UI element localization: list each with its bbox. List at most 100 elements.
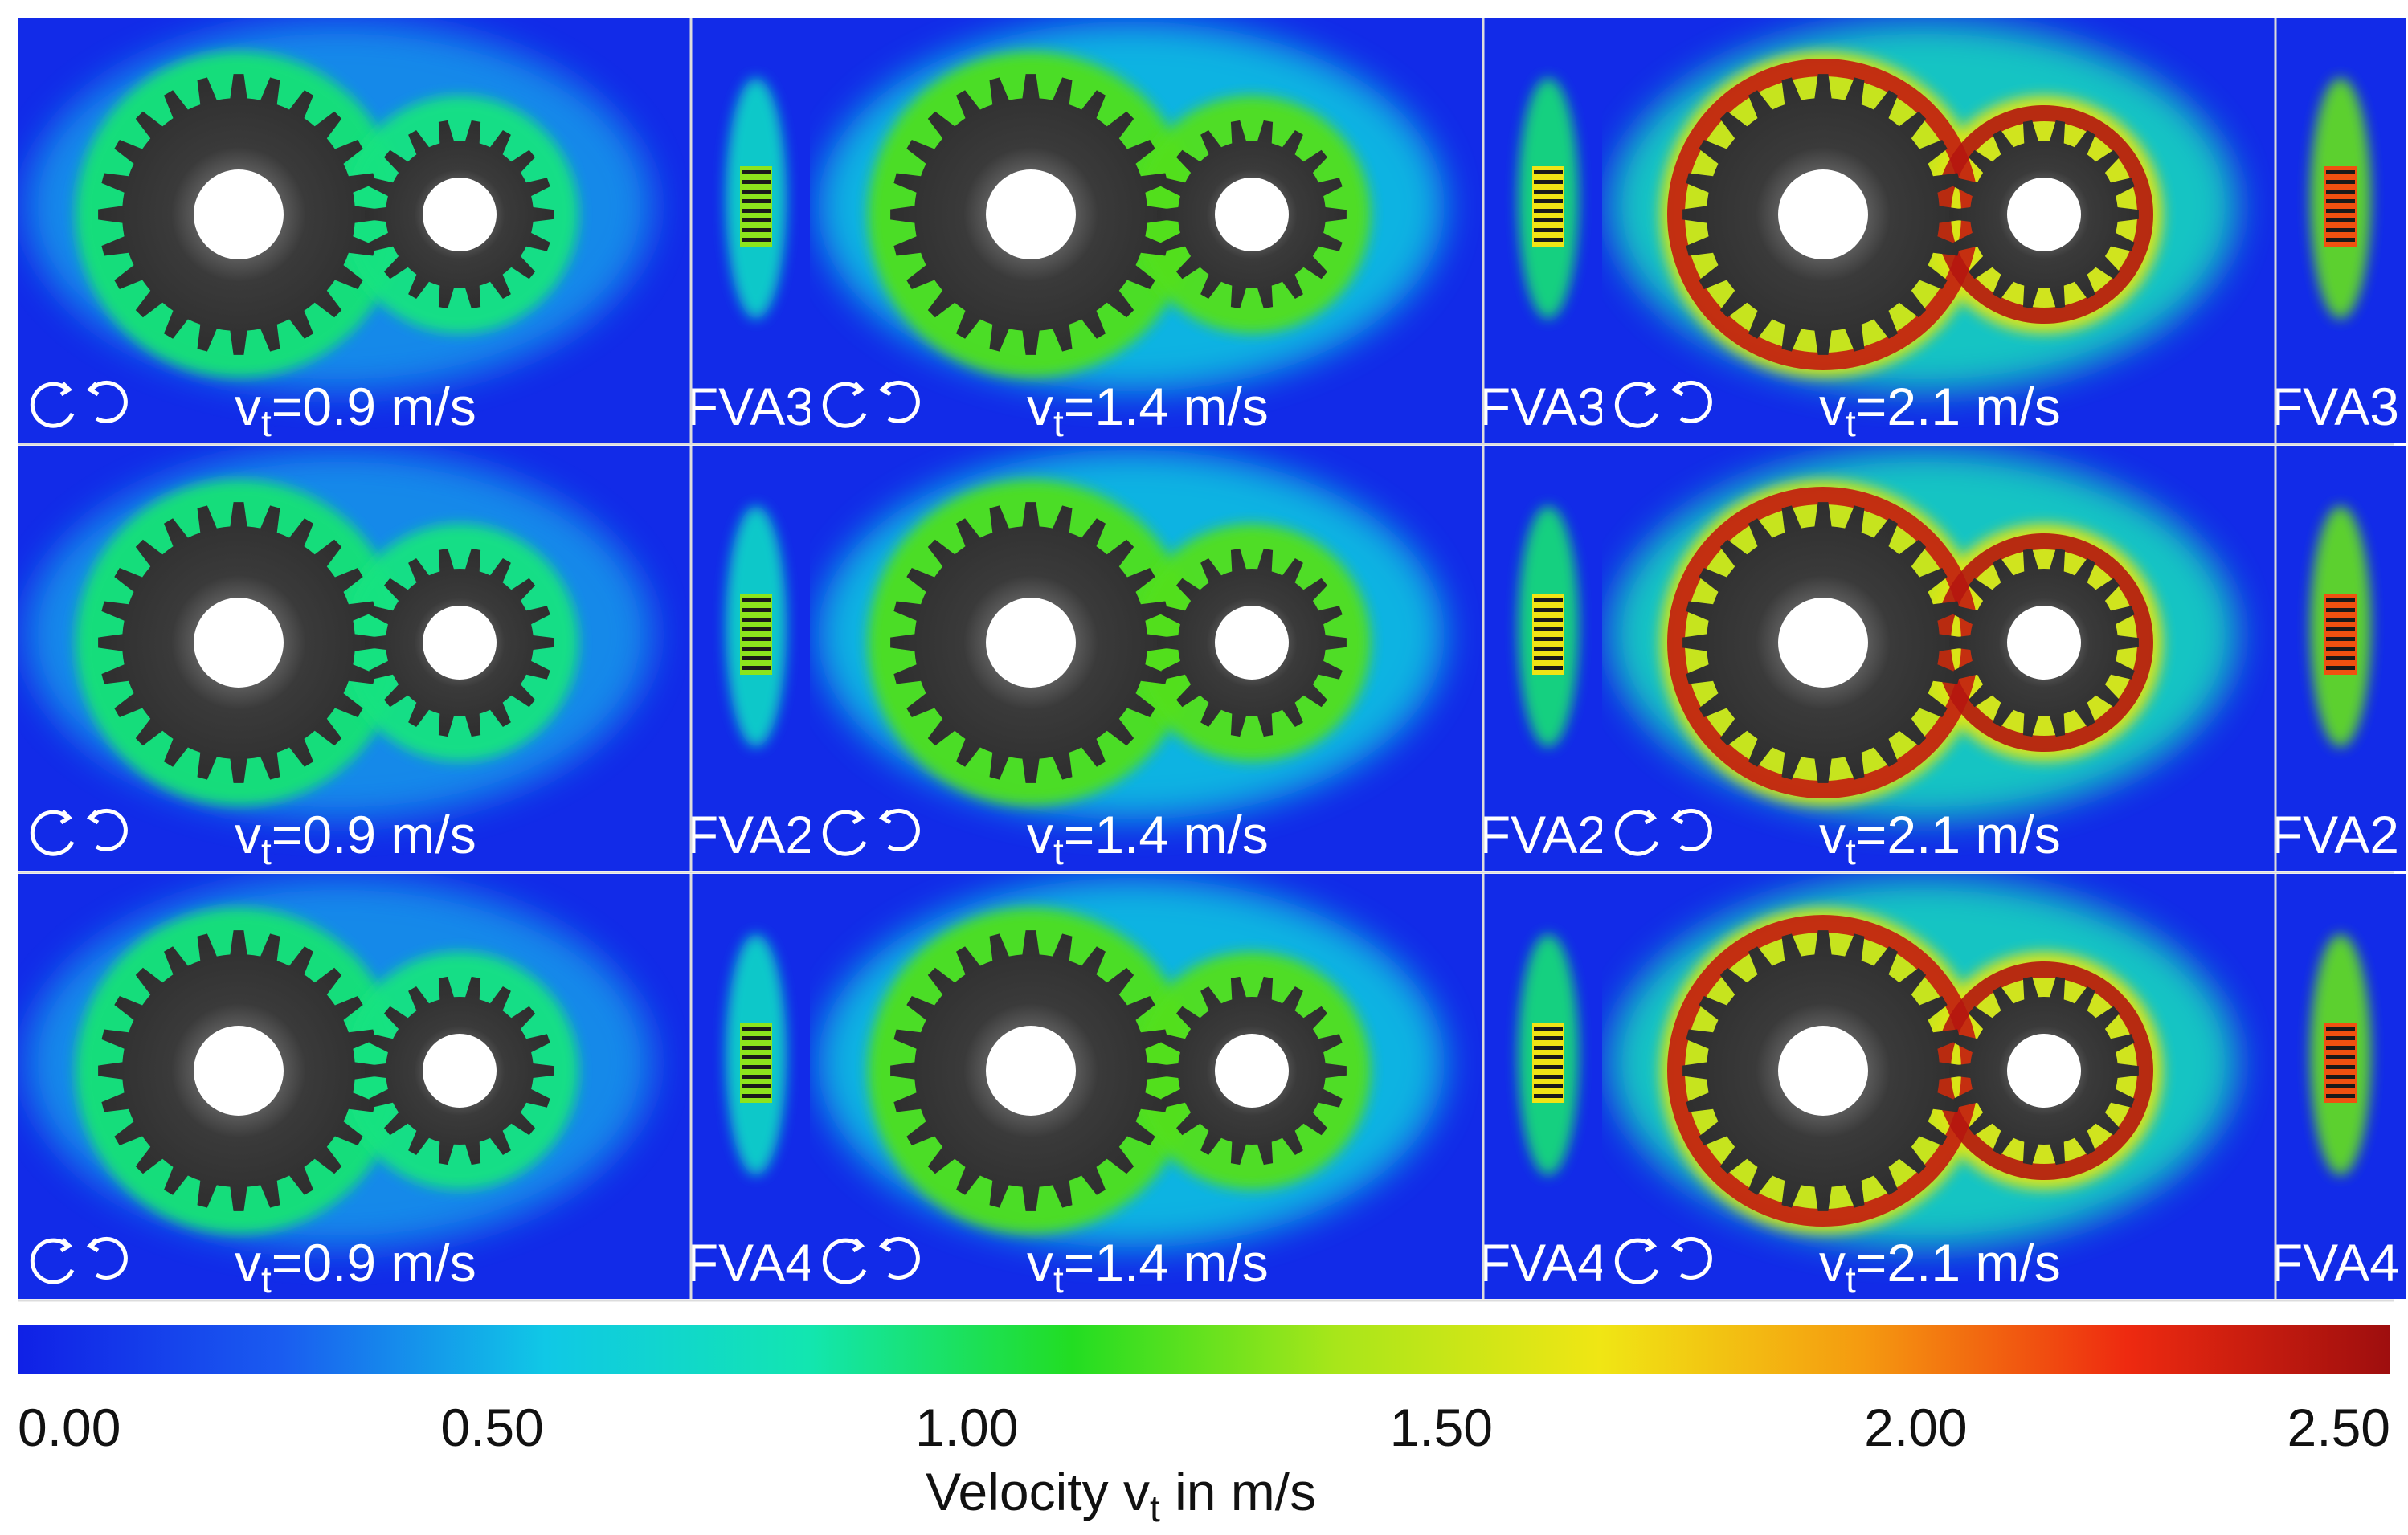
large-gear-bore [194, 1026, 284, 1116]
flow-panel: vt=0.9 m/s FVA3 [18, 18, 821, 446]
side-gear-tooth [2326, 170, 2355, 174]
side-gear-tooth [2326, 1094, 2355, 1098]
side-gear-tooth [1534, 627, 1563, 631]
side-gear-tooth [1534, 218, 1563, 222]
side-gear-tooth [1534, 238, 1563, 242]
counter-rotating-arrows-icon [30, 1236, 128, 1284]
speed-symbol: v [235, 1233, 261, 1292]
flow-panel: vt=1.4 m/s FVA3 [810, 18, 1613, 446]
side-gear-tooth [2326, 1036, 2355, 1040]
side-gear-tooth [742, 1036, 771, 1040]
speed-subscript: t [1053, 831, 1064, 872]
speed-subscript: t [1053, 1259, 1064, 1300]
large-gear-bore [1778, 169, 1868, 259]
colorbar-tick-label: 1.00 [915, 1398, 1018, 1457]
case-label: FVA4 [1478, 1233, 1607, 1292]
speed-subscript: t [1846, 402, 1856, 444]
side-gear-tooth [742, 1094, 771, 1098]
side-gear-tooth [742, 1046, 771, 1050]
speed-label: vt=1.4 m/s [1027, 805, 1269, 872]
colorbar-tick-label: 0.00 [18, 1398, 121, 1457]
side-gear-tooth [1534, 209, 1563, 213]
panel-grid: vt=0.9 m/s FVA3 vt=1.4 m/s FVA3 vt=2.1 m/s FV… [18, 18, 2406, 1302]
side-gear-tooth [1534, 618, 1563, 622]
side-gear-tooth [742, 618, 771, 622]
counter-rotating-arrows-icon [1614, 380, 1712, 428]
side-gear-tooth [2326, 218, 2355, 222]
side-gear-tooth [2326, 1046, 2355, 1050]
speed-value: =0.9 m/s [272, 805, 476, 864]
speed-subscript: t [1846, 831, 1856, 872]
small-gear-bore [1215, 606, 1289, 680]
colorbar-title: Velocity vt in m/s [926, 1462, 1316, 1529]
side-gear-tooth [742, 190, 771, 194]
side-gear-tooth [742, 627, 771, 631]
case-label: FVA3 [1478, 377, 1607, 436]
side-gear-tooth [742, 666, 771, 670]
small-gear-bore [1215, 178, 1289, 251]
speed-value: =1.4 m/s [1064, 1233, 1269, 1292]
side-gear-tooth [1534, 1027, 1563, 1031]
side-gear-tooth [1534, 180, 1563, 184]
speed-label: vt=1.4 m/s [1027, 377, 1269, 444]
side-gear-core [1532, 166, 1564, 247]
side-gear-core [2324, 1023, 2357, 1103]
side-gear-core [2324, 166, 2357, 247]
side-gear-tooth [2326, 199, 2355, 203]
speed-symbol: v [1819, 805, 1846, 864]
speed-subscript: t [261, 831, 272, 872]
side-gear-tooth [1534, 228, 1563, 232]
side-gear-tooth [2326, 238, 2355, 242]
side-gear-tooth [1534, 190, 1563, 194]
side-gear-tooth [1534, 1055, 1563, 1059]
side-gear-core [2324, 594, 2357, 675]
side-gear-tooth [742, 1065, 771, 1069]
speed-symbol: v [235, 805, 261, 864]
speed-label: vt=0.9 m/s [235, 805, 476, 872]
speed-subscript: t [261, 1259, 272, 1300]
side-gear-tooth [2326, 666, 2355, 670]
flow-panel: vt=2.1 m/s FVA4 [1602, 874, 2406, 1302]
speed-value: =2.1 m/s [1856, 1233, 2061, 1292]
side-gear-tooth [742, 608, 771, 612]
side-gear-tooth [2326, 598, 2355, 602]
small-gear-bore [423, 606, 497, 680]
colorbar-tick-label: 2.50 [2287, 1398, 2390, 1457]
side-gear-tooth [742, 656, 771, 660]
speed-label: vt=2.1 m/s [1819, 805, 2061, 872]
side-gear-tooth [742, 228, 771, 232]
side-gear-tooth [742, 170, 771, 174]
side-gear-tooth [742, 218, 771, 222]
small-gear-bore [423, 1034, 497, 1108]
counter-rotating-arrows-icon [1614, 808, 1712, 856]
side-gear-tooth [2326, 637, 2355, 641]
small-gear-bore [1215, 1034, 1289, 1108]
case-label: FVA3 [686, 377, 815, 436]
flow-panel: vt=0.9 m/s FVA4 [18, 874, 821, 1302]
speed-symbol: v [1027, 805, 1053, 864]
speed-label: vt=0.9 m/s [235, 377, 476, 444]
side-gear-tooth [2326, 647, 2355, 651]
side-gear-core [1532, 1023, 1564, 1103]
side-gear-tooth [1534, 1065, 1563, 1069]
side-gear-tooth [1534, 1036, 1563, 1040]
side-gear-tooth [2326, 1027, 2355, 1031]
side-gear-tooth [2326, 627, 2355, 631]
flow-panel: vt=1.4 m/s FVA4 [810, 874, 1613, 1302]
colorbar-title-suffix: in m/s [1160, 1462, 1316, 1521]
side-gear-tooth [2326, 209, 2355, 213]
large-gear-bore [194, 169, 284, 259]
side-gear-tooth [2326, 180, 2355, 184]
speed-label: vt=2.1 m/s [1819, 1233, 2061, 1300]
large-gear-bore [986, 169, 1076, 259]
case-label: FVA2 [1478, 805, 1607, 864]
side-gear-tooth [742, 1055, 771, 1059]
speed-value: =0.9 m/s [272, 1233, 476, 1292]
colorbar-tick-label: 1.50 [1390, 1398, 1493, 1457]
side-gear-tooth [742, 598, 771, 602]
colorbar-title-prefix: Velocity v [926, 1462, 1150, 1521]
side-gear-tooth [1534, 637, 1563, 641]
side-gear-tooth [1534, 199, 1563, 203]
side-gear-tooth [742, 1075, 771, 1079]
side-gear-tooth [742, 180, 771, 184]
